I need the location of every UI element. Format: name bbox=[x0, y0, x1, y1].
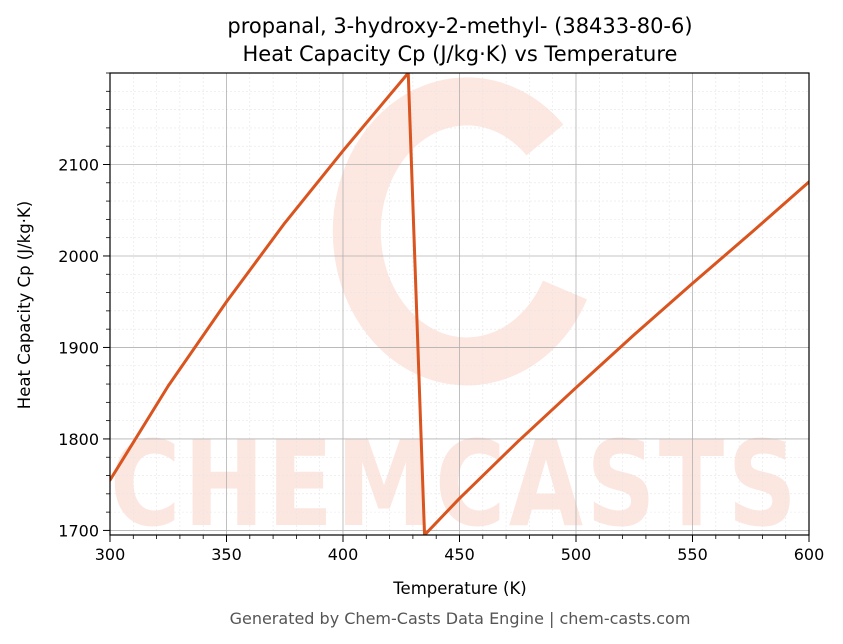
watermark-c-icon bbox=[332, 77, 588, 386]
series-layer bbox=[110, 73, 809, 535]
x-tick-label: 600 bbox=[794, 545, 825, 564]
x-tick-label: 300 bbox=[95, 545, 126, 564]
x-tick-label: 500 bbox=[561, 545, 592, 564]
watermark: CHEMCASTS bbox=[110, 77, 800, 553]
y-tick-labels: 1700 1800 1900 2000 2100 bbox=[58, 155, 99, 540]
y-tick-label: 1900 bbox=[58, 338, 99, 357]
x-tick-labels: 300 350 400 450 500 550 600 bbox=[95, 545, 825, 564]
y-tick-label: 2100 bbox=[58, 155, 99, 174]
watermark-text: CHEMCASTS bbox=[110, 415, 800, 553]
x-tick-label: 450 bbox=[444, 545, 475, 564]
series-line bbox=[110, 73, 809, 535]
y-tick-label: 1700 bbox=[58, 521, 99, 540]
chart-title-line2: Heat Capacity Cp (J/kg·K) vs Temperature bbox=[243, 42, 678, 66]
footer-credit: Generated by Chem-Casts Data Engine | ch… bbox=[230, 609, 691, 628]
chart-title-line1: propanal, 3-hydroxy-2-methyl- (38433-80-… bbox=[227, 14, 692, 38]
y-tick-label: 1800 bbox=[58, 430, 99, 449]
x-tick-label: 350 bbox=[211, 545, 242, 564]
x-tick-label: 400 bbox=[328, 545, 359, 564]
y-axis-label: Heat Capacity Cp (J/kg·K) bbox=[15, 201, 34, 409]
ticks-layer bbox=[103, 72, 810, 542]
y-tick-label: 2000 bbox=[58, 247, 99, 266]
x-axis-label: Temperature (K) bbox=[392, 579, 526, 598]
x-tick-label: 550 bbox=[677, 545, 708, 564]
